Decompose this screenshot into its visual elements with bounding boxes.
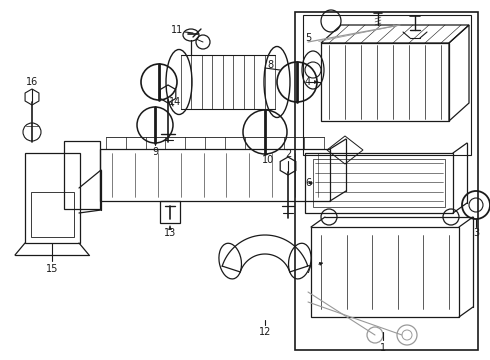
Text: 9: 9 [152, 147, 158, 157]
Text: 6: 6 [305, 178, 311, 188]
Text: 13: 13 [164, 228, 176, 238]
Text: 8: 8 [267, 60, 273, 70]
Text: 1: 1 [380, 343, 386, 353]
Bar [303, 15, 471, 155]
Text: 16: 16 [26, 77, 38, 87]
Text: 10: 10 [262, 155, 274, 165]
Bar [31, 192, 74, 237]
Bar [305, 153, 453, 213]
Bar [311, 227, 459, 317]
Bar [295, 12, 478, 350]
Text: 2: 2 [285, 149, 291, 159]
Text: 14: 14 [169, 97, 181, 107]
Bar [25, 153, 80, 243]
Bar [160, 201, 180, 223]
Text: 7: 7 [305, 265, 311, 275]
Bar [64, 141, 100, 209]
Text: 3: 3 [473, 228, 479, 238]
Bar [100, 149, 330, 201]
Bar [321, 43, 449, 121]
Text: 12: 12 [259, 327, 271, 337]
Text: 15: 15 [46, 264, 58, 274]
Text: 11: 11 [171, 25, 183, 35]
Text: 4: 4 [305, 77, 311, 87]
Bar [313, 159, 445, 207]
Text: 5: 5 [305, 33, 311, 43]
